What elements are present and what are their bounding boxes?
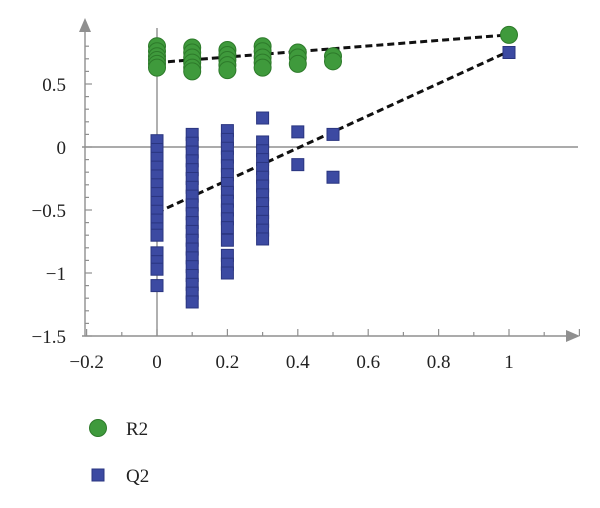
point-q2 xyxy=(150,262,164,276)
legend-marker-q2 xyxy=(91,468,105,482)
point-q2 xyxy=(150,228,164,242)
legend-marker-r2 xyxy=(89,419,107,437)
point-q2 xyxy=(502,46,516,59)
legend-label-q2: Q2 xyxy=(126,466,149,487)
y-tick-label: 0 xyxy=(57,138,67,159)
y-tick-label: −1.5 xyxy=(32,327,66,348)
point-q2 xyxy=(291,158,305,172)
point-r2 xyxy=(324,52,342,71)
point-q2 xyxy=(256,111,270,125)
point-r2 xyxy=(500,25,518,44)
legend: R2 Q2 xyxy=(89,419,149,487)
x-tick-label: 0.8 xyxy=(427,352,451,373)
point-q2 xyxy=(326,170,340,184)
x-tick-label: 0 xyxy=(152,352,162,373)
y-tick-label: −1 xyxy=(46,264,66,285)
point-r2 xyxy=(148,58,166,77)
point-q2 xyxy=(326,127,340,141)
point-q2 xyxy=(150,279,164,293)
point-q2 xyxy=(220,266,234,280)
y-tick-label: 0.5 xyxy=(42,75,66,96)
x-tick-label: 0.4 xyxy=(286,352,310,373)
point-q2 xyxy=(220,233,234,247)
x-tick-label: 1 xyxy=(504,352,514,373)
point-r2 xyxy=(218,61,237,80)
x-axis-arrow xyxy=(566,330,580,342)
point-q2 xyxy=(185,295,199,309)
y-axis-arrow xyxy=(79,18,91,32)
point-q2 xyxy=(220,221,234,235)
legend-label-r2: R2 xyxy=(126,419,148,440)
point-q2 xyxy=(291,125,305,139)
x-tick-label: 0.6 xyxy=(356,352,380,373)
point-q2 xyxy=(256,232,270,246)
point-r2 xyxy=(253,58,272,77)
data-marks xyxy=(148,25,518,309)
x-tick-label: −0.2 xyxy=(69,352,103,373)
y-tick-label: −0.5 xyxy=(32,201,66,222)
point-r2 xyxy=(183,62,202,81)
axes: −1.5 −1 −0.5 0 0.5 −0.2 0 0.2 0.4 0.6 0.8 1 xyxy=(32,18,581,373)
point-r2 xyxy=(288,54,307,73)
x-tick-label: 0.2 xyxy=(216,352,240,373)
